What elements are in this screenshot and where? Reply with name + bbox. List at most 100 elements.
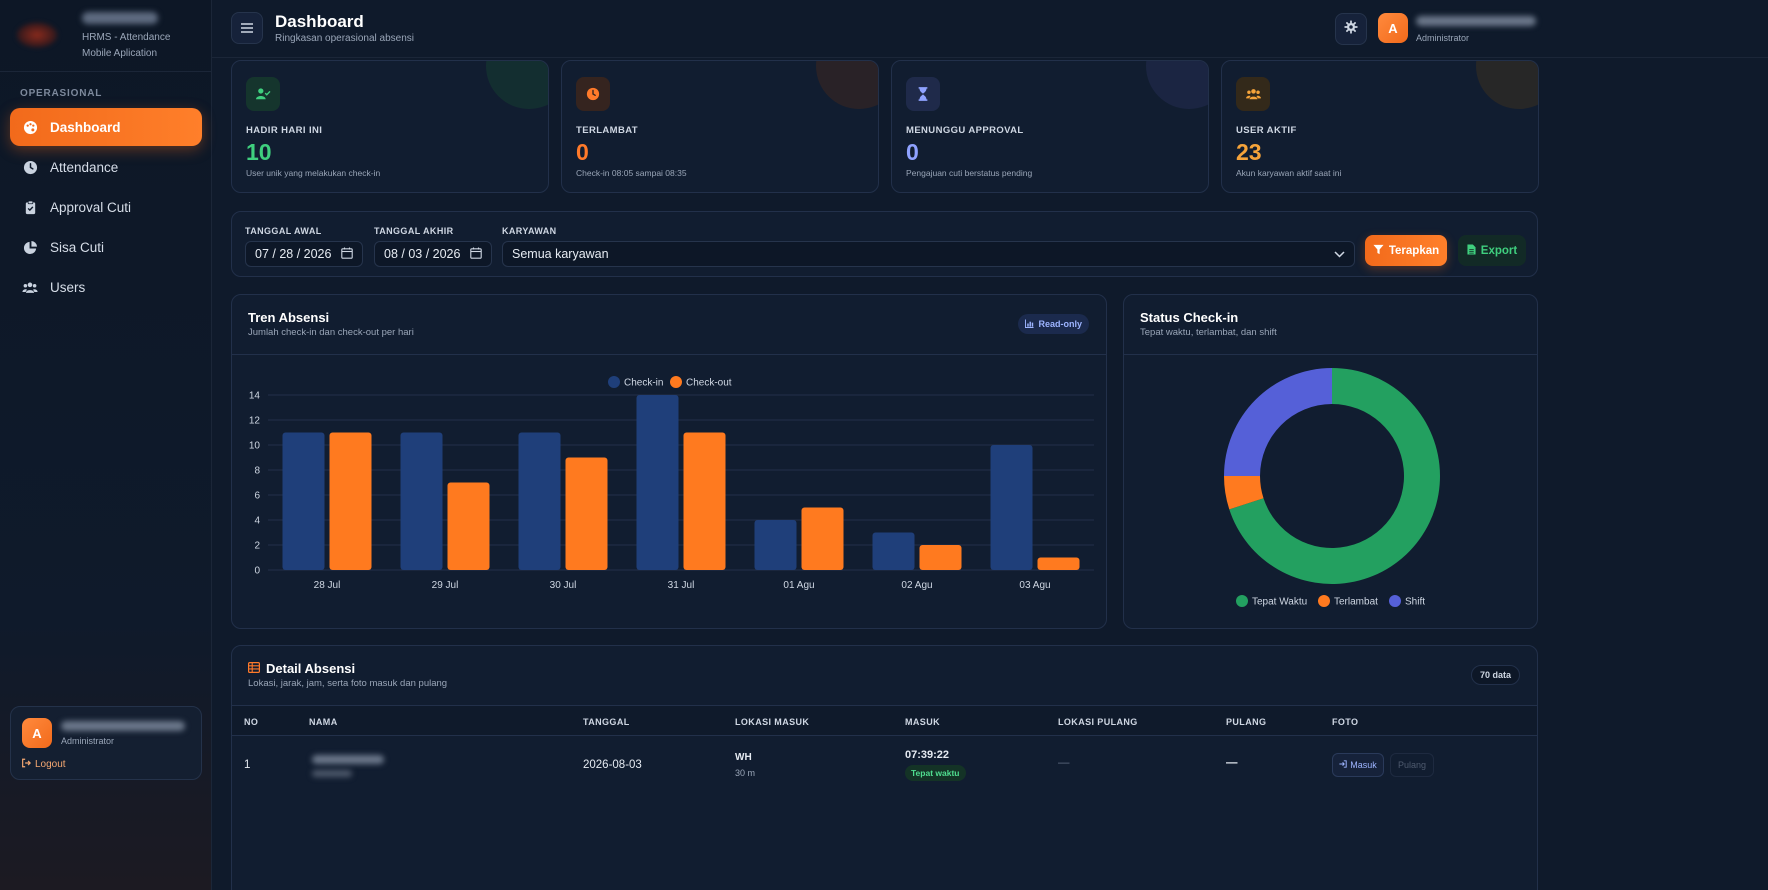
- table-title-text: Detail Absensi: [266, 661, 356, 676]
- sidebar-item-label: Dashboard: [50, 119, 121, 135]
- header-user-role: Administrator: [1416, 33, 1470, 43]
- status-checkin-donut-chart: Tepat Waktu Terlambat Shift: [1224, 368, 1440, 608]
- user-name-redacted: [61, 721, 185, 731]
- bar-check-in[interactable]: [754, 520, 797, 570]
- read-only-badge: Read-only: [1018, 314, 1089, 334]
- bar-check-in[interactable]: [282, 432, 325, 571]
- y-tick-label: 4: [254, 516, 260, 527]
- table-header: NO NAMA TANGGAL LOKASI MASUK MASUK LOKAS…: [232, 705, 1537, 736]
- logout-button[interactable]: Logout: [21, 758, 66, 771]
- x-tick-label: 29 Jul: [432, 580, 459, 591]
- page-subtitle: Ringkasan operasional absensi: [275, 33, 414, 44]
- export-button[interactable]: Export: [1458, 235, 1526, 266]
- checkin-time: 07:39:22: [905, 749, 950, 761]
- bar-check-out[interactable]: [565, 457, 608, 571]
- menu-toggle-button[interactable]: [231, 12, 263, 44]
- stat-label: MENUNGGU APPROVAL: [906, 125, 1024, 136]
- status-badge: Tepat waktu: [905, 765, 966, 781]
- clipboard-check-icon: [22, 199, 38, 215]
- employee-label: KARYAWAN: [502, 226, 557, 236]
- filter-bar: TANGGAL AWAL 07 / 28 / 2026 TANGGAL AKHI…: [231, 211, 1538, 277]
- chevron-down-icon: [1334, 247, 1345, 261]
- end-date-value: 08 / 03 / 2026: [384, 247, 461, 261]
- checkin-location: WH: [735, 752, 752, 763]
- page-title: Dashboard: [275, 12, 364, 31]
- y-tick-label: 6: [254, 491, 260, 502]
- start-date-value: 07 / 28 / 2026: [255, 247, 332, 261]
- card-decoration: [486, 61, 548, 109]
- hamburger-icon: [241, 20, 253, 36]
- users-icon: [22, 279, 38, 295]
- stat-value: 0: [576, 139, 589, 165]
- settings-button[interactable]: [1335, 13, 1367, 45]
- start-date-input[interactable]: 07 / 28 / 2026: [245, 241, 363, 267]
- sidebar: HRMS - Attendance Mobile Aplication OPER…: [0, 0, 212, 890]
- donut-slice-shift[interactable]: [1224, 368, 1332, 476]
- palette-icon: [22, 119, 38, 135]
- bar-check-out[interactable]: [1037, 557, 1080, 571]
- divider: [232, 354, 1106, 355]
- sidebar-item-dashboard[interactable]: Dashboard: [10, 108, 202, 146]
- legend-label: Check-out: [686, 378, 732, 389]
- column-header: PULANG: [1226, 717, 1267, 727]
- date-cell: 2026-08-03: [583, 759, 642, 771]
- bar-check-in[interactable]: [990, 445, 1033, 570]
- x-tick-label: 03 Agu: [1019, 580, 1050, 591]
- x-tick-label: 28 Jul: [314, 580, 341, 591]
- sidebar-item-users[interactable]: Users: [10, 268, 202, 306]
- trend-chart-title: Tren Absensi: [248, 310, 330, 325]
- stat-label: USER AKTIF: [1236, 125, 1297, 136]
- clock-icon: [22, 159, 38, 175]
- x-tick-label: 02 Agu: [901, 580, 932, 591]
- employee-select[interactable]: Semua karyawan: [502, 241, 1355, 267]
- x-tick-label: 31 Jul: [668, 580, 695, 591]
- bar-check-out[interactable]: [683, 432, 726, 571]
- legend-swatch: [1318, 595, 1330, 607]
- sidebar-item-label: Users: [50, 279, 86, 295]
- bar-check-out[interactable]: [447, 482, 490, 571]
- table-title: Detail Absensi: [248, 661, 355, 676]
- gear-icon: [1344, 19, 1358, 39]
- legend-swatch: [608, 376, 620, 388]
- sidebar-item-sisa-cuti[interactable]: Sisa Cuti: [10, 228, 202, 266]
- stat-card-late: TERLAMBAT 0 Check-in 08:05 sampai 08:35: [561, 60, 879, 193]
- donut-slice-terlambat[interactable]: [1224, 476, 1264, 510]
- legend-label: Terlambat: [1334, 597, 1378, 608]
- bar-check-out[interactable]: [329, 432, 372, 571]
- calendar-icon: [341, 247, 353, 262]
- users-icon: [1236, 77, 1270, 111]
- bar-check-in[interactable]: [872, 532, 915, 571]
- donut-slice-tepat-waktu[interactable]: [1229, 368, 1440, 584]
- brand-logo: [16, 22, 58, 48]
- column-header: LOKASI MASUK: [735, 717, 810, 727]
- bar-check-in[interactable]: [518, 432, 561, 571]
- calendar-icon: [470, 247, 482, 262]
- status-chart-title: Status Check-in: [1140, 310, 1239, 325]
- end-date-input[interactable]: 08 / 03 / 2026: [374, 241, 492, 267]
- card-decoration: [1476, 61, 1538, 109]
- photo-checkout-button[interactable]: Pulang: [1390, 753, 1434, 777]
- sidebar-item-attendance[interactable]: Attendance: [10, 148, 202, 186]
- user-role: Administrator: [61, 736, 115, 746]
- logout-icon: [21, 758, 31, 771]
- start-date-label: TANGGAL AWAL: [245, 226, 322, 236]
- brand-name-redacted: [82, 12, 158, 24]
- bar-check-in[interactable]: [400, 432, 443, 571]
- sidebar-item-approval-cuti[interactable]: Approval Cuti: [10, 188, 202, 226]
- user-check-icon: [246, 77, 280, 111]
- row-number: 1: [244, 759, 251, 771]
- photo-checkin-button[interactable]: Masuk: [1332, 753, 1384, 777]
- topbar: Dashboard Ringkasan operasional absensi …: [212, 0, 1768, 58]
- bar-check-out[interactable]: [801, 507, 844, 571]
- bar-check-in[interactable]: [636, 395, 679, 570]
- bar-check-out[interactable]: [919, 545, 962, 570]
- trend-chart-panel: Tren Absensi Jumlah check-in dan check-o…: [231, 294, 1107, 629]
- legend-swatch: [670, 376, 682, 388]
- read-only-label: Read-only: [1038, 319, 1082, 329]
- legend-swatch: [1236, 595, 1248, 607]
- legend-label: Shift: [1405, 597, 1425, 608]
- clock-icon: [576, 77, 610, 111]
- user-avatar-button[interactable]: A: [1378, 13, 1408, 43]
- checkin-distance: 30 m: [735, 768, 756, 778]
- apply-filter-button[interactable]: Terapkan: [1365, 235, 1447, 266]
